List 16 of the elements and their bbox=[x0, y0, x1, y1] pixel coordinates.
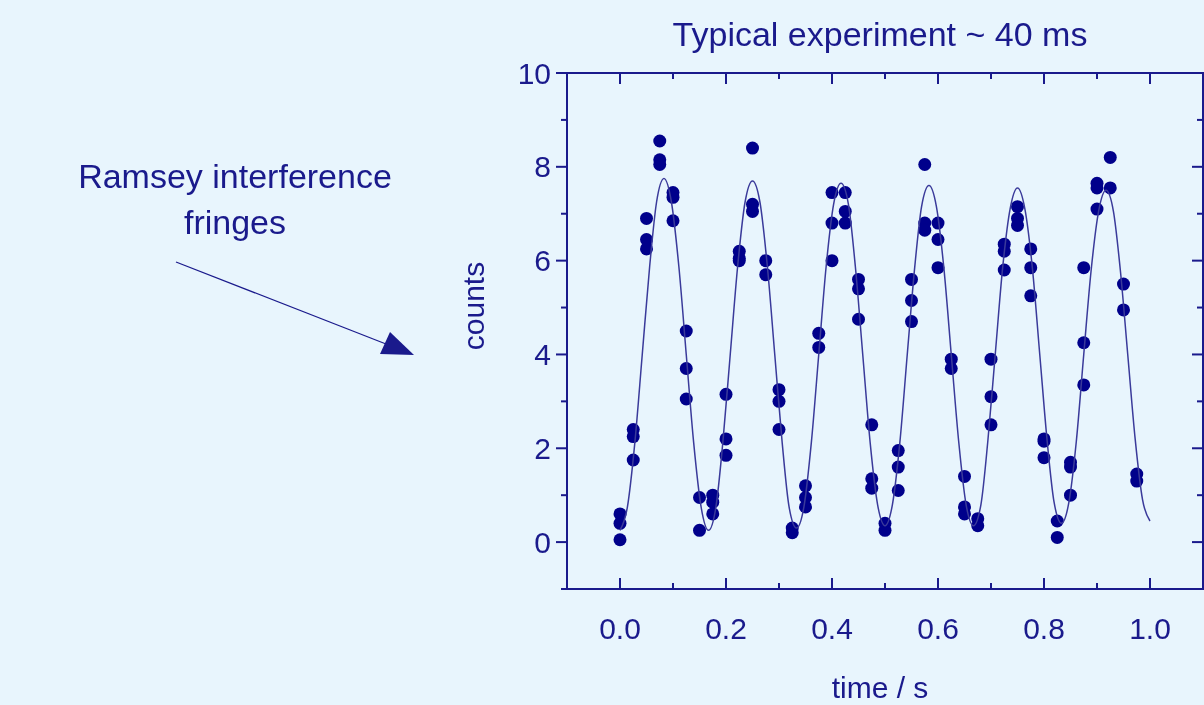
x-tick-label: 0.8 bbox=[1023, 612, 1065, 645]
x-tick-label: 0.0 bbox=[599, 612, 641, 645]
chart-title: Typical experiment ~ 40 ms bbox=[672, 15, 1088, 53]
y-tick-label: 6 bbox=[534, 244, 551, 278]
x-tick-label: 0.6 bbox=[917, 612, 959, 645]
y-tick-label: 0 bbox=[534, 525, 551, 559]
x-axis-title: time / s bbox=[831, 671, 929, 704]
y-tick-label: 2 bbox=[534, 431, 551, 465]
x-tick-label: 0.2 bbox=[705, 612, 747, 645]
y-tick-label: 10 bbox=[517, 56, 551, 90]
y-axis-title: counts bbox=[457, 261, 490, 351]
text: Ramsey interference fringes bbox=[78, 157, 392, 241]
x-tick-label: 1.0 bbox=[1129, 612, 1171, 645]
y-tick-label: 8 bbox=[534, 150, 551, 184]
y-tick-label: 4 bbox=[534, 337, 551, 371]
x-tick-label: 0.4 bbox=[811, 612, 853, 645]
